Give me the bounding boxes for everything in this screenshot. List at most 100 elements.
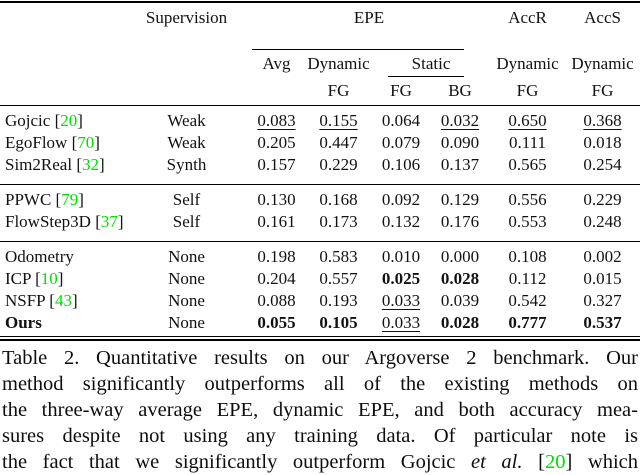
value-cell: 0.039 <box>440 291 480 310</box>
value-cell: 0.055 <box>257 313 296 332</box>
results-table: Supervision EPE AccR AccS Avg Dynamic St… <box>0 1 640 337</box>
value-cell: 0.033 <box>381 313 421 332</box>
value-cell: 0.032 <box>440 111 480 130</box>
method-cell: Gojcic [20] <box>5 111 83 130</box>
value-cell: 0.173 <box>319 212 358 231</box>
value-cell: 0.079 <box>381 133 421 152</box>
citation-link[interactable]: 32 <box>81 155 99 174</box>
caption-text: method significantly outperforms all of … <box>2 373 638 395</box>
col-header-accs-dynamic: Dynamic <box>571 53 634 73</box>
caption-italic-text: et al. <box>471 451 523 473</box>
citation-link[interactable]: 70 <box>77 133 95 152</box>
method-name: Gojcic <box>5 111 51 130</box>
method-name: ICP <box>5 269 31 288</box>
value-cell: 0.650 <box>508 111 547 130</box>
value-cell: 0.090 <box>440 133 480 152</box>
table-row: FlowStep3D [37] Self 0.161 0.173 0.132 0.176 0… <box>0 211 640 242</box>
value-cell: 0.000 <box>440 247 480 266</box>
method-name: PPWC <box>5 190 52 209</box>
value-cell: 0.205 <box>257 133 296 152</box>
table-row: Ours None 0.055 0.105 0.033 0.028 0.777 0.537 <box>0 312 640 337</box>
method-cell: ICP [10] <box>5 269 64 288</box>
caption-line: method significantly outperforms all of … <box>2 371 638 397</box>
value-cell: 0.542 <box>508 291 547 310</box>
supervision-cell: Synth <box>166 155 207 174</box>
epe-rule <box>252 49 465 50</box>
value-cell: 0.015 <box>583 269 622 288</box>
supervision-cell: Weak <box>167 133 206 152</box>
citation-link[interactable]: 10 <box>40 269 58 288</box>
table-row: NSFP [43] None 0.088 0.193 0.033 0.039 0.542 0.… <box>0 290 640 312</box>
table-bottom-rule <box>0 338 640 341</box>
value-cell: 0.083 <box>257 111 296 130</box>
table-row: PPWC [79] Self 0.130 0.168 0.092 0.129 0.556 0.… <box>0 185 640 212</box>
caption-text: Table 2. Quantitative results on our Arg… <box>2 347 638 369</box>
supervision-cell: Self <box>172 190 201 209</box>
col-header-supervision: Supervision <box>145 8 228 27</box>
value-cell: 0.108 <box>508 247 547 266</box>
value-cell: 0.088 <box>257 291 296 310</box>
value-cell: 0.557 <box>319 269 358 288</box>
caption-text: the three-way average EPE, dynamic EPE, … <box>2 399 638 421</box>
col-header-accs: AccS <box>584 8 621 27</box>
col-subheader-static-bg: BG <box>448 81 472 100</box>
value-cell: 0.254 <box>583 155 622 174</box>
citation-link[interactable]: 37 <box>100 212 118 231</box>
citation-link[interactable]: 20 <box>544 451 566 473</box>
value-cell: 0.130 <box>257 190 296 209</box>
col-header-accr: AccR <box>508 8 547 27</box>
table-row: Gojcic [20] Weak 0.083 0.155 0.064 0.032 0.650… <box>0 106 640 133</box>
value-cell: 0.176 <box>440 212 480 231</box>
col-subheader-dynamic-fg: FG <box>327 81 350 100</box>
value-cell: 0.447 <box>319 133 358 152</box>
epe-label: EPE <box>353 8 385 27</box>
method-name: FlowStep3D <box>5 212 91 231</box>
value-cell: 0.092 <box>381 190 421 209</box>
value-cell: 0.565 <box>508 155 547 174</box>
method-cell: FlowStep3D [37] <box>5 212 124 231</box>
table-group: Odometry None 0.198 0.583 0.010 0.000 0.108 0.0… <box>0 242 640 337</box>
value-cell: 0.198 <box>257 247 296 266</box>
value-cell: 0.155 <box>319 111 358 130</box>
col-subheader-empty <box>248 77 305 106</box>
col-header-dynamic: Dynamic <box>307 53 370 73</box>
table-header: Supervision EPE AccR AccS Avg Dynamic St… <box>0 2 640 106</box>
value-cell: 0.368 <box>583 111 622 130</box>
value-cell: 0.229 <box>319 155 358 174</box>
caption-line: Table 2. Quantitative results on our Arg… <box>2 345 638 371</box>
value-cell: 0.537 <box>583 313 622 332</box>
table-group: PPWC [79] Self 0.130 0.168 0.092 0.129 0.556 0.… <box>0 185 640 242</box>
value-cell: 0.028 <box>440 313 480 332</box>
method-cell: Sim2Real [32] <box>5 155 105 174</box>
method-cell: EgoFlow [70] <box>5 133 100 152</box>
caption-text: sures despite not using any training dat… <box>2 425 638 447</box>
supervision-cell: None <box>168 247 205 266</box>
value-cell: 0.556 <box>508 190 547 209</box>
static-label: Static <box>411 53 451 73</box>
value-cell: 0.064 <box>381 111 421 130</box>
table-group: Gojcic [20] Weak 0.083 0.155 0.064 0.032 0.650… <box>0 106 640 185</box>
citation-link[interactable]: 79 <box>61 190 79 209</box>
caption-text: [ <box>522 451 545 473</box>
caption-line: the three-way average EPE, dynamic EPE, … <box>2 397 638 423</box>
table-row: Odometry None 0.198 0.583 0.010 0.000 0.108 0.0… <box>0 242 640 269</box>
value-cell: 0.168 <box>319 190 358 209</box>
value-cell: 0.129 <box>440 190 480 209</box>
value-cell: 0.025 <box>381 269 421 288</box>
citation-link[interactable]: 20 <box>60 111 78 130</box>
col-subheader-accr-fg: FG <box>516 81 539 100</box>
col-subheader-accs-fg: FG <box>591 81 614 100</box>
col-header-epe: EPE <box>248 2 490 50</box>
value-cell: 0.204 <box>257 269 296 288</box>
value-cell: 0.002 <box>583 247 622 266</box>
col-header-static: Static <box>372 50 490 77</box>
method-name: Sim2Real <box>5 155 73 174</box>
supervision-cell: None <box>168 313 205 332</box>
supervision-cell: Weak <box>167 111 206 130</box>
method-cell: PPWC [79] <box>5 190 84 209</box>
method-name: Ours <box>5 313 42 332</box>
value-cell: 0.248 <box>583 212 622 231</box>
citation-link[interactable]: 43 <box>54 291 72 310</box>
method-name: Odometry <box>5 247 74 266</box>
